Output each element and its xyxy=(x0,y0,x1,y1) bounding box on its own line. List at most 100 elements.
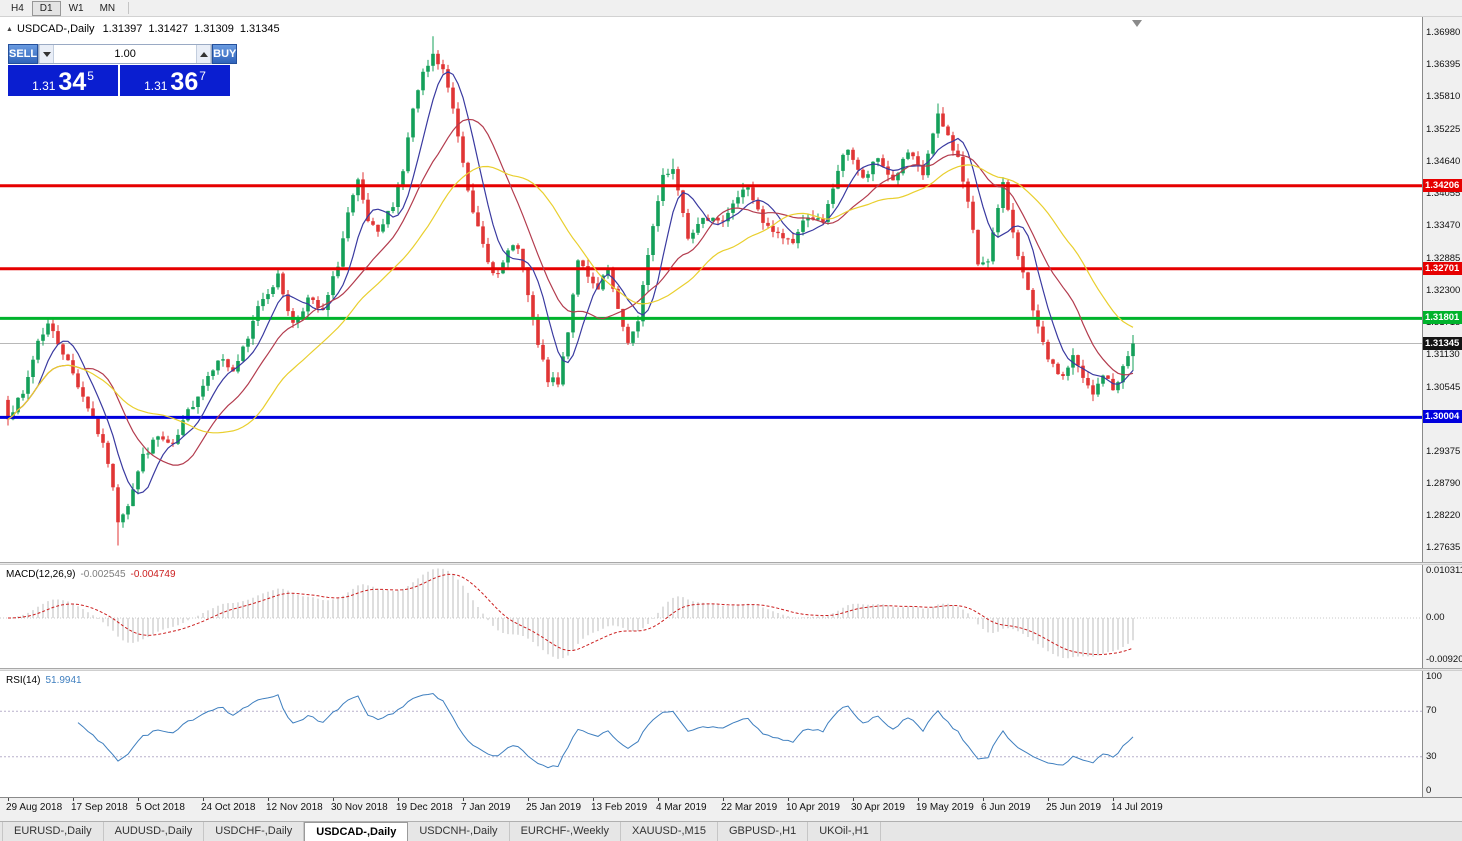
candle-body xyxy=(921,164,925,176)
volume-input[interactable] xyxy=(54,45,197,63)
macd-tick-label: -0.009203 xyxy=(1426,654,1462,665)
timeframe-toolbar: H4 D1 W1 MN xyxy=(0,0,1462,17)
chart-tab-usdchf-daily[interactable]: USDCHF-,Daily xyxy=(204,822,305,841)
candle-body xyxy=(456,108,460,137)
moving-average-30 xyxy=(7,164,1134,434)
macd-axis[interactable]: 0.010311 0.00 -0.009203 xyxy=(1422,565,1462,668)
panel-divider[interactable] xyxy=(0,668,1462,671)
chart-tab-xauusd-m15[interactable]: XAUUSD-,M15 xyxy=(621,822,718,841)
macd-canvas[interactable] xyxy=(0,565,1422,668)
candle-body xyxy=(581,260,585,267)
candle-body xyxy=(361,179,365,200)
chart-tab-usdcad-daily[interactable]: USDCAD-,Daily xyxy=(304,822,409,841)
candle-body xyxy=(556,377,560,385)
candle-body xyxy=(541,344,545,360)
candle-body xyxy=(561,356,565,385)
date-label: 7 Jan 2019 xyxy=(461,802,511,813)
rsi-tick-label: 0 xyxy=(1426,785,1432,796)
candle-body xyxy=(441,64,445,70)
candle-body xyxy=(1111,378,1115,391)
chart-tab-audusd-daily[interactable]: AUDUSD-,Daily xyxy=(104,822,205,841)
candle-body xyxy=(606,267,610,276)
candle-body xyxy=(151,439,155,454)
sell-price-sup: 5 xyxy=(87,69,94,83)
date-tick xyxy=(528,798,529,801)
one-click-toggle-icon[interactable]: ▲ xyxy=(6,25,13,33)
sell-price-display[interactable]: 1.31 34 5 xyxy=(8,65,118,96)
time-axis[interactable]: 29 Aug 2018 17 Sep 2018 5 Oct 2018 24 Oct 2… xyxy=(0,797,1462,815)
candle-body xyxy=(936,113,940,134)
rsi-line xyxy=(77,692,1134,769)
chart-tab-eurchf-weekly[interactable]: EURCHF-,Weekly xyxy=(510,822,621,841)
date-label: 22 Mar 2019 xyxy=(721,802,778,813)
chart-tab-gbpusd-h1[interactable]: GBPUSD-,H1 xyxy=(718,822,809,841)
candle-body xyxy=(866,174,870,178)
candle-body xyxy=(296,317,300,323)
date-tick xyxy=(853,798,854,801)
candle-body xyxy=(461,136,465,163)
moving-average-7 xyxy=(7,71,1134,495)
candle-body xyxy=(971,201,975,230)
candle-body xyxy=(981,262,985,265)
rsi-canvas[interactable] xyxy=(0,671,1422,797)
timeframe-button-w1[interactable]: W1 xyxy=(68,2,84,14)
candle-body xyxy=(896,173,900,181)
date-tick xyxy=(333,798,334,801)
buy-price-prefix: 1.31 xyxy=(144,78,168,93)
timeframe-button-h4[interactable]: H4 xyxy=(11,2,24,14)
candle-body xyxy=(516,245,520,249)
candle-body xyxy=(1126,356,1130,367)
price-badge-1-31345: 1.31345 xyxy=(1423,337,1462,350)
candle-body xyxy=(906,152,910,159)
price-tick-label: 1.35810 xyxy=(1426,91,1461,102)
volume-increase-button[interactable] xyxy=(196,45,212,63)
candle-body xyxy=(986,261,990,263)
candle-body xyxy=(591,276,595,284)
candle-body xyxy=(786,238,790,240)
candle-body xyxy=(51,323,55,332)
timeframe-buttons: H4 D1 W1 MN xyxy=(3,0,123,16)
candle-body xyxy=(861,169,865,178)
timeframe-button-d1[interactable]: D1 xyxy=(31,0,61,16)
chart-tab-ukoil-h1[interactable]: UKOil-,H1 xyxy=(808,822,881,841)
candle-body xyxy=(531,295,535,319)
candle-body xyxy=(996,208,1000,233)
date-label: 17 Sep 2018 xyxy=(71,802,128,813)
candle-body xyxy=(111,463,115,488)
sell-button[interactable]: SELL xyxy=(8,44,39,64)
sell-price-big: 34 xyxy=(58,67,87,96)
volume-decrease-button[interactable] xyxy=(39,45,55,63)
candle-body xyxy=(781,233,785,239)
candle-body xyxy=(746,187,750,190)
candle-body xyxy=(406,137,410,172)
timeframe-button-mn[interactable]: MN xyxy=(99,2,116,14)
chart-tab-usdcnh-daily[interactable]: USDCNH-,Daily xyxy=(408,822,510,841)
price-badge-1-30004: 1.30004 xyxy=(1423,410,1462,423)
candle-body xyxy=(881,158,885,167)
chart-shift-marker[interactable] xyxy=(1132,20,1142,27)
date-label: 19 May 2019 xyxy=(916,802,974,813)
buy-button[interactable]: BUY xyxy=(212,44,238,64)
date-label: 10 Apr 2019 xyxy=(786,802,840,813)
candle-body xyxy=(956,150,960,157)
candle-body xyxy=(676,169,680,191)
price-badge-1-32701: 1.32701 xyxy=(1423,262,1462,275)
candle-body xyxy=(751,187,755,201)
price-tick-label: 1.32885 xyxy=(1426,253,1461,264)
chart-tab-eurusd-daily[interactable]: EURUSD-,Daily xyxy=(2,822,104,841)
candle-body xyxy=(421,71,425,91)
candle-body xyxy=(916,156,920,165)
price-chart-canvas[interactable] xyxy=(0,17,1422,562)
candle-body xyxy=(571,294,575,333)
price-tick-label: 1.35225 xyxy=(1426,124,1461,135)
candle-body xyxy=(241,346,245,361)
candle-body xyxy=(221,359,225,361)
buy-price-display[interactable]: 1.31 36 7 xyxy=(120,65,230,96)
panel-divider[interactable] xyxy=(0,562,1462,565)
candle-body xyxy=(551,377,555,383)
price-axis[interactable]: 1.36980 1.36395 1.35810 1.35225 1.34640 1.340… xyxy=(1422,17,1462,562)
date-label: 14 Jul 2019 xyxy=(1111,802,1163,813)
candle-body xyxy=(681,190,685,213)
rsi-axis[interactable]: 100 70 30 0 xyxy=(1422,671,1462,797)
candle-body xyxy=(1031,289,1035,311)
